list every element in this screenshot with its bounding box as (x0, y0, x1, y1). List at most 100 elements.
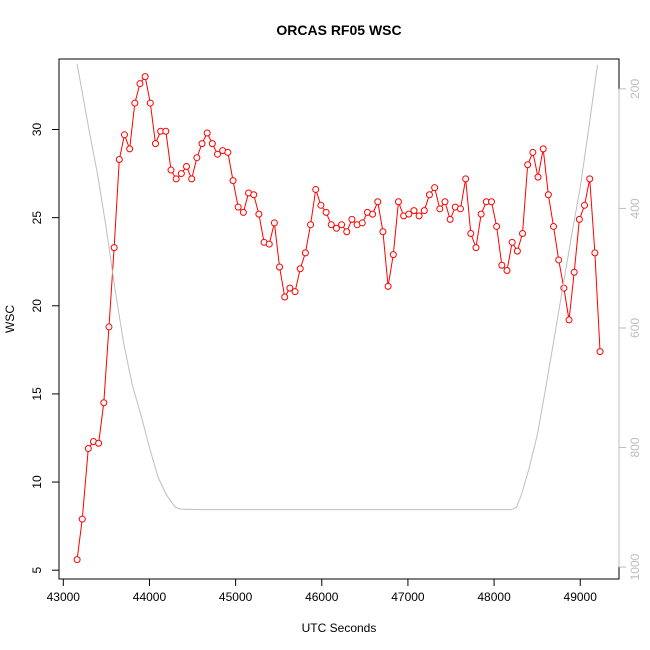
data-point (188, 175, 196, 183)
data-point (151, 140, 159, 148)
y2-tick-label: 1000 (628, 553, 642, 580)
y-tick-label: 20 (30, 299, 44, 313)
data-point (544, 191, 552, 199)
data-point (95, 439, 103, 447)
y-tick-label: 25 (30, 211, 44, 225)
data-point (384, 282, 392, 290)
series-layer (73, 63, 604, 564)
y2-tick-label: 800 (628, 437, 642, 457)
data-point (131, 99, 139, 107)
data-point (436, 205, 444, 213)
data-point (431, 184, 439, 192)
data-point (379, 228, 387, 236)
data-point (239, 208, 247, 216)
data-point (115, 155, 123, 163)
data-point (534, 173, 542, 181)
y-axis-right: 200 400 600 800 1000 (618, 79, 642, 580)
x-tick-label: 49000 (564, 590, 598, 604)
y-tick-label: 15 (30, 387, 44, 401)
data-point (591, 249, 599, 257)
x-tick-label: 43000 (47, 590, 81, 604)
data-point (276, 263, 284, 271)
data-point (477, 210, 485, 218)
data-point (410, 207, 418, 215)
data-point (281, 293, 289, 301)
data-point (322, 208, 330, 216)
data-point (265, 240, 273, 248)
data-point (472, 244, 480, 252)
data-point (214, 150, 222, 158)
data-point (498, 261, 506, 269)
data-point (162, 127, 170, 135)
data-point (78, 515, 86, 523)
data-point (358, 219, 366, 227)
data-point (581, 201, 589, 209)
x-axis-label: UTC Seconds (302, 621, 377, 635)
data-point (389, 251, 397, 259)
data-point (84, 445, 92, 453)
wsc-series-line (76, 75, 601, 560)
data-point (405, 210, 413, 218)
data-point (312, 185, 320, 193)
data-point (198, 140, 206, 148)
data-point (586, 175, 594, 183)
data-point (596, 348, 604, 356)
chart-title: ORCAS RF05 WSC (276, 22, 401, 38)
y-axis-left: 5 10 15 20 25 30 (30, 123, 60, 574)
data-point (441, 198, 449, 206)
data-point (250, 191, 258, 199)
data-point (519, 230, 527, 238)
data-point (234, 203, 242, 211)
x-axis: 43000 44000 45000 46000 47000 48000 49000 (47, 578, 598, 604)
data-point (327, 221, 335, 229)
x-tick-label: 45000 (219, 590, 253, 604)
data-point (110, 244, 118, 252)
data-point (570, 268, 578, 276)
secondary-series-line (76, 63, 598, 511)
data-point (524, 161, 532, 169)
data-point (105, 323, 113, 331)
data-point (508, 238, 516, 246)
data-point (203, 129, 211, 137)
data-point (555, 256, 563, 264)
data-point (296, 265, 304, 273)
data-point (172, 175, 180, 183)
data-point (560, 284, 568, 292)
data-point (270, 219, 278, 227)
data-point (369, 210, 377, 218)
data-point (539, 145, 547, 153)
data-point (291, 288, 299, 296)
data-point (415, 212, 423, 220)
data-point (462, 175, 470, 183)
data-point (338, 221, 346, 229)
y2-tick-label: 200 (628, 79, 642, 99)
data-point (425, 191, 433, 199)
data-point (286, 284, 294, 292)
data-point (493, 222, 501, 230)
data-point (224, 148, 232, 156)
data-point (141, 73, 149, 81)
data-point (394, 198, 402, 206)
data-point (467, 230, 475, 238)
y2-tick-label: 600 (628, 318, 642, 338)
data-point (446, 215, 454, 223)
data-point (332, 224, 340, 232)
data-point (374, 198, 382, 206)
y-tick-label: 5 (30, 567, 44, 574)
data-point (529, 148, 537, 156)
data-point (146, 99, 154, 107)
x-tick-label: 46000 (305, 590, 339, 604)
data-point (575, 215, 583, 223)
data-point (456, 205, 464, 213)
data-point (317, 201, 325, 209)
data-point (126, 145, 134, 153)
data-point (487, 198, 495, 206)
data-point (183, 163, 191, 171)
data-point (208, 140, 216, 148)
x-tick-label: 48000 (477, 590, 511, 604)
y-axis-label: WSC (3, 305, 17, 333)
data-point (343, 228, 351, 236)
data-point (73, 556, 81, 564)
y-tick-label: 30 (30, 123, 44, 137)
data-point (503, 267, 511, 275)
